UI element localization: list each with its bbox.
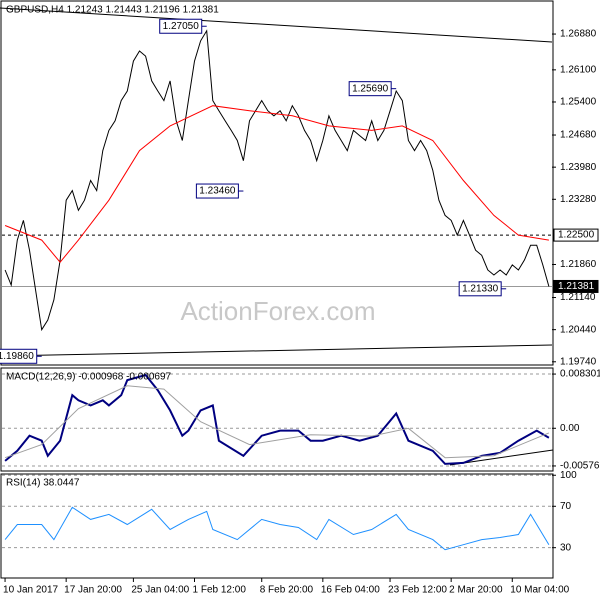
y-tick-label: 30 (560, 542, 572, 553)
x-tick-label: 17 Jan 20:00 (64, 585, 122, 596)
series-line (4, 506, 550, 551)
x-tick-label: 16 Feb 04:00 (321, 585, 380, 596)
level-box (553, 279, 599, 293)
y-tick-label: 1.20440 (560, 324, 597, 335)
panel-title: RSI(14) 38.0447 (6, 478, 80, 489)
y-tick-label: 1.21140 (560, 292, 596, 303)
annotation-box (348, 81, 392, 97)
level-label: 1.21381 (558, 281, 595, 292)
x-tick-label: 1 Feb 12:00 (193, 585, 247, 596)
y-tick-label: 1.23280 (560, 194, 597, 205)
x-tick-label: 8 Feb 20:00 (260, 585, 314, 596)
series-line (4, 29, 550, 332)
panel-title: GBPUSD,H4 1.21243 1.21443 1.21196 1.2138… (6, 5, 219, 16)
y-tick-label: 0.00 (560, 423, 580, 434)
y-tick-label: 1.26100 (560, 64, 597, 75)
y-tick-label: 70 (560, 501, 572, 512)
panel-title: MACD(12,26,9) -0.000968 -0.000697 (6, 372, 172, 383)
main-panel (0, 0, 554, 366)
y-tick-label: 1.26880 (560, 29, 597, 40)
annotation-label: 1.23460 (199, 186, 236, 197)
rsi-panel (0, 473, 554, 579)
annotation-label: 1.27050 (163, 21, 200, 32)
y-tick-label: 1.21860 (560, 259, 597, 270)
x-tick-label: 25 Jan 04:00 (131, 585, 189, 596)
y-tick-label: 0.008301 (560, 369, 600, 380)
annotation-label: 1.25690 (352, 83, 389, 94)
y-tick-label: 1.25400 (560, 97, 597, 108)
x-tick-label: 23 Feb 12:00 (388, 585, 447, 596)
annotation-box (0, 348, 38, 364)
x-tick-label: 10 Jan 2017 (3, 585, 58, 596)
annotation-box (159, 18, 203, 34)
trend-line (0, 7, 553, 43)
trend-line (0, 344, 553, 357)
y-tick-label: 1.24680 (560, 130, 597, 141)
x-tick-label: 2 Mar 20:00 (449, 585, 503, 596)
watermark: ActionForex.com (180, 296, 375, 326)
series-line (4, 105, 549, 263)
y-tick-label: 1.23980 (560, 162, 597, 173)
level-label: 1.22500 (558, 230, 595, 241)
annotation-label: 1.21330 (462, 283, 499, 294)
level-box (553, 228, 599, 242)
series-line (4, 373, 550, 465)
y-tick-label: -0.005768 (560, 461, 600, 472)
x-tick-label: 10 Mar 04:00 (510, 585, 569, 596)
annotation-box (458, 281, 502, 297)
annotation-label: 1.19860 (0, 351, 34, 362)
y-tick-label: 100 (560, 470, 577, 481)
series-line (4, 385, 550, 459)
y-tick-label: 1.19740 (560, 356, 597, 367)
annotation-box (195, 183, 239, 199)
macd-panel (0, 367, 554, 472)
